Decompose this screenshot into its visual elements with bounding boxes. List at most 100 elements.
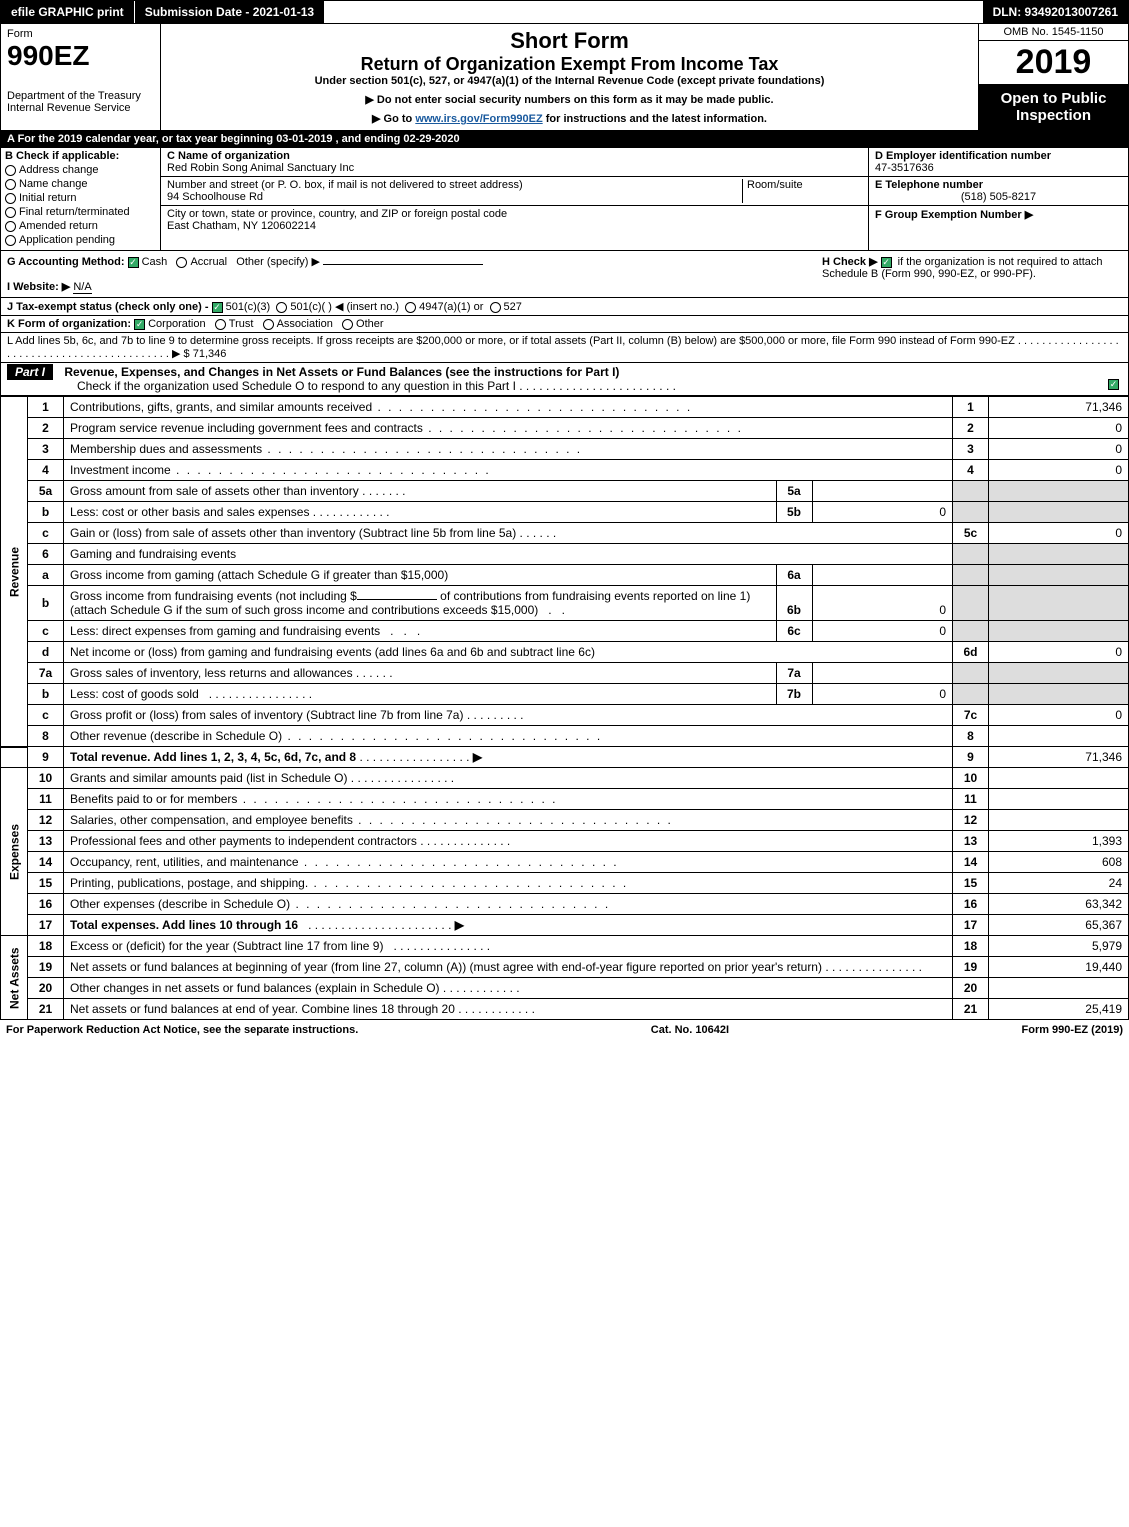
line-5a-text: Gross amount from sale of assets other t… [64, 481, 776, 501]
opt-501c3: 501(c)(3) [226, 301, 271, 313]
line-2-num: 2 [28, 418, 64, 439]
city-value: East Chatham, NY 120602214 [167, 220, 862, 232]
line-5b-text: Less: cost or other basis and sales expe… [64, 502, 776, 522]
chk-final-return[interactable]: Final return/terminated [5, 206, 156, 218]
phone-label: E Telephone number [875, 179, 1122, 191]
line-7a-sub: 7a [776, 663, 812, 683]
line-3-amt: 0 [989, 439, 1129, 460]
chk-cash[interactable] [128, 257, 139, 268]
revenue-label: Revenue [1, 397, 28, 747]
opt-association: Association [277, 318, 333, 330]
chk-other[interactable] [342, 319, 353, 330]
efile-print-button[interactable]: efile GRAPHIC print [1, 1, 135, 23]
chk-corporation[interactable] [134, 319, 145, 330]
line-18-amt: 5,979 [989, 936, 1129, 957]
line-11-num: 11 [28, 789, 64, 810]
line-17-num: 17 [28, 915, 64, 936]
line-6c: c Less: direct expenses from gaming and … [1, 621, 1129, 642]
chk-name-change[interactable]: Name change [5, 178, 156, 190]
irs-link[interactable]: www.irs.gov/Form990EZ [415, 113, 542, 125]
line-6-amt [989, 544, 1129, 565]
line-6d-num: d [28, 642, 64, 663]
chk-501c3[interactable] [212, 302, 223, 313]
line-7a-amt [989, 663, 1129, 684]
chk-application-pending[interactable]: Application pending [5, 234, 156, 246]
form-number: 990EZ [7, 40, 154, 72]
line-5c: c Gain or (loss) from sale of assets oth… [1, 523, 1129, 544]
tax-year: 2019 [979, 41, 1128, 84]
line-10-text: Grants and similar amounts paid (list in… [64, 768, 953, 789]
line-4-text: Investment income [64, 460, 953, 481]
chk-501c[interactable] [276, 302, 287, 313]
line-6a-amt [989, 565, 1129, 586]
line-6a-cell: Gross income from gaming (attach Schedul… [64, 565, 953, 586]
line-15-amt: 24 [989, 873, 1129, 894]
line-4-num: 4 [28, 460, 64, 481]
addr-value: 94 Schoolhouse Rd [167, 191, 263, 203]
line-21-ref: 21 [953, 999, 989, 1020]
title-short-form: Short Form [167, 28, 972, 54]
line-7a-cell: Gross sales of inventory, less returns a… [64, 663, 953, 684]
line-1-amt: 71,346 [989, 397, 1129, 418]
line-6a-sub: 6a [776, 565, 812, 585]
box-c: C Name of organization Red Robin Song An… [161, 148, 868, 250]
ein-value: 47-3517636 [875, 162, 1122, 174]
line-7a-text: Gross sales of inventory, less returns a… [64, 663, 776, 683]
chk-accrual[interactable] [176, 257, 187, 268]
title-return: Return of Organization Exempt From Incom… [167, 54, 972, 75]
org-city-row: City or town, state or province, country… [161, 206, 868, 234]
line-8-num: 8 [28, 726, 64, 747]
line-5c-ref: 5c [953, 523, 989, 544]
line-6d-amt: 0 [989, 642, 1129, 663]
opt-trust: Trust [229, 318, 254, 330]
line-16: 16 Other expenses (describe in Schedule … [1, 894, 1129, 915]
chk-h[interactable] [881, 257, 892, 268]
opt-corporation: Corporation [148, 318, 205, 330]
line-6-num: 6 [28, 544, 64, 565]
chk-address-change[interactable]: Address change [5, 164, 156, 176]
opt-accrual: Accrual [190, 256, 227, 268]
line-6d: d Net income or (loss) from gaming and f… [1, 642, 1129, 663]
topbar-spacer [324, 1, 982, 23]
arrow-icon: ▶ [455, 918, 464, 932]
line-7b-text: Less: cost of goods sold . . . . . . . .… [64, 684, 776, 704]
line-7b-sub: 7b [776, 684, 812, 704]
line-6b-text: Gross income from fundraising events (no… [64, 586, 776, 620]
line-19: 19 Net assets or fund balances at beginn… [1, 957, 1129, 978]
box-b-label: B Check if applicable: [5, 150, 156, 162]
line-5c-amt: 0 [989, 523, 1129, 544]
line-14: 14 Occupancy, rent, utilities, and maint… [1, 852, 1129, 873]
chk-schedule-o[interactable] [1108, 379, 1119, 390]
chk-association[interactable] [263, 319, 274, 330]
chk-initial-return[interactable]: Initial return [5, 192, 156, 204]
line-6b: b Gross income from fundraising events (… [1, 586, 1129, 621]
line-7b-cell: Less: cost of goods sold . . . . . . . .… [64, 684, 953, 705]
chk-trust[interactable] [215, 319, 226, 330]
chk-4947[interactable] [405, 302, 416, 313]
line-6c-ref [953, 621, 989, 642]
org-addr-row: Number and street (or P. O. box, if mail… [161, 177, 868, 206]
room-suite-label: Room/suite [742, 179, 862, 203]
org-name: Red Robin Song Animal Sanctuary Inc [167, 162, 862, 174]
line-9-amt: 71,346 [989, 747, 1129, 768]
line-15-ref: 15 [953, 873, 989, 894]
chk-527[interactable] [490, 302, 501, 313]
line-7b-subamt: 0 [812, 684, 952, 704]
line-5a: 5a Gross amount from sale of assets othe… [1, 481, 1129, 502]
page-footer: For Paperwork Reduction Act Notice, see … [0, 1020, 1129, 1040]
line-5a-num: 5a [28, 481, 64, 502]
org-name-label: C Name of organization [167, 150, 862, 162]
subtitle: Under section 501(c), 527, or 4947(a)(1)… [167, 75, 972, 87]
phone-value: (518) 505-8217 [875, 191, 1122, 203]
line-7b-num: b [28, 684, 64, 705]
part-i-header: Part I Revenue, Expenses, and Changes in… [0, 363, 1129, 396]
line-21-text: Net assets or fund balances at end of ye… [64, 999, 953, 1020]
dept-treasury: Department of the Treasury [7, 90, 154, 102]
line-7b-amt [989, 684, 1129, 705]
box-b: B Check if applicable: Address change Na… [1, 148, 161, 250]
chk-amended-return[interactable]: Amended return [5, 220, 156, 232]
line-5c-num: c [28, 523, 64, 544]
line-12-ref: 12 [953, 810, 989, 831]
line-8: 8 Other revenue (describe in Schedule O)… [1, 726, 1129, 747]
line-20-amt [989, 978, 1129, 999]
